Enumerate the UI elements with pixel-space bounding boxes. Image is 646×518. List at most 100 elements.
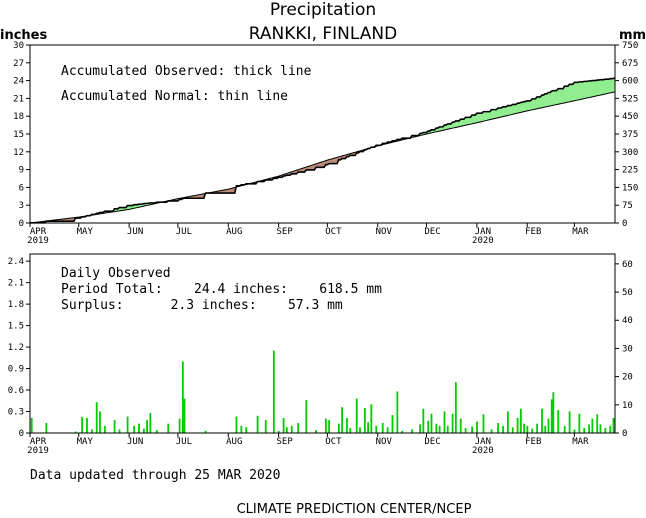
daily-bar (178, 418, 181, 433)
top-x-tick-label: JUL (176, 227, 192, 237)
daily-bar (113, 420, 116, 433)
bottom-left-tick-label: 1.5 (8, 322, 24, 332)
daily-bar (459, 418, 462, 433)
daily-bar (482, 414, 485, 433)
bottom-x-tick-label: FEB (525, 437, 541, 447)
daily-bar (591, 418, 594, 433)
top-left-tick-label: 18 (13, 112, 24, 122)
daily-bar (552, 392, 555, 433)
daily-bar (451, 413, 454, 433)
top-right-tick-label: 0 (622, 219, 627, 229)
bottom-x-tick-label: JUN (127, 437, 143, 447)
daily-bar (531, 428, 534, 433)
daily-bar (264, 420, 267, 433)
bottom-x-tick-label: MAR (572, 437, 589, 447)
top-left-tick-label: 9 (19, 166, 24, 176)
daily-bar (438, 425, 441, 433)
top-right-tick-label: 75 (622, 201, 633, 211)
daily-bar (290, 425, 293, 433)
daily-bar (341, 407, 343, 433)
top-x-tick-label: DEC (424, 227, 440, 237)
daily-bar (359, 427, 361, 433)
bottom-x-tick-label: NOV (376, 437, 393, 447)
daily-bar (45, 422, 48, 433)
daily-bar (363, 407, 366, 433)
bottom-x-tick-label: JUL (176, 437, 192, 447)
credit-line: CLIMATE PREDICTION CENTER/NCEP (237, 502, 472, 517)
daily-bar (95, 402, 98, 433)
bottom-x-tick-label: MAY (77, 437, 94, 447)
daily-bar (547, 418, 550, 433)
daily-bar (578, 413, 581, 433)
daily-bar (315, 430, 317, 433)
daily-bar (282, 417, 285, 433)
daily-bar (235, 416, 238, 433)
daily-bar (427, 420, 430, 433)
top-right-tick-label: 150 (622, 183, 638, 193)
top-right-tick-label: 750 (622, 41, 638, 51)
deficit-area (208, 185, 237, 194)
daily-bar (74, 431, 77, 433)
daily-bar (435, 423, 438, 433)
daily-bar (81, 417, 83, 433)
daily-bar (596, 414, 599, 433)
daily-bar (367, 422, 369, 433)
daily-bar (328, 420, 330, 433)
left-unit-label: inches (0, 28, 47, 43)
daily-legend-text: Daily Observed (61, 266, 171, 281)
daily-bar (118, 429, 121, 433)
bottom-x-year-label: 2019 (27, 446, 49, 456)
bottom-right-tick-label: 20 (622, 373, 633, 383)
daily-bar (476, 421, 478, 433)
top-x-tick-label: AUG (226, 227, 242, 237)
bottom-x-year-label: 2020 (472, 446, 494, 456)
accumulated-legend-text: Accumulated Observed: thick line (61, 64, 312, 79)
daily-bar (599, 424, 602, 433)
daily-bar (285, 427, 288, 433)
daily-bar (401, 430, 404, 433)
daily-bar (337, 423, 340, 433)
bottom-left-tick-label: 0 (19, 429, 24, 439)
daily-bar (396, 391, 399, 433)
top-right-tick-label: 300 (622, 148, 638, 158)
daily-bar (411, 429, 413, 433)
bottom-right-tick-label: 30 (622, 344, 633, 354)
bottom-left-tick-label: 2.1 (8, 279, 24, 289)
top-left-tick-label: 24 (13, 77, 24, 87)
daily-bar (86, 417, 88, 433)
daily-bar (349, 427, 352, 433)
daily-bar (370, 404, 373, 433)
bottom-left-tick-label: 1.2 (8, 343, 24, 353)
top-right-tick-label: 525 (622, 94, 638, 104)
normal-line (29, 91, 616, 224)
bottom-left-tick-label: 0.6 (8, 386, 24, 396)
daily-bar (272, 350, 275, 433)
daily-bar (90, 429, 93, 433)
bottom-left-tick-label: 2.4 (8, 257, 24, 267)
daily-bar (502, 425, 504, 433)
accumulated-legend-text: Accumulated Normal: thin line (61, 89, 288, 104)
bottom-right-tick-label: 50 (622, 288, 633, 298)
daily-bar (563, 425, 566, 433)
top-x-tick-label: OCT (325, 227, 342, 237)
daily-bar (346, 417, 348, 433)
daily-bar (167, 423, 170, 433)
top-left-tick-label: 0 (19, 219, 24, 229)
daily-bar (277, 430, 280, 433)
bottom-right-tick-label: 40 (622, 316, 633, 326)
surplus-area (411, 78, 615, 138)
top-left-tick-label: 15 (13, 130, 24, 140)
bottom-right-tick-label: 60 (622, 260, 633, 270)
top-x-year-label: 2019 (27, 236, 49, 246)
daily-bar (511, 427, 514, 433)
top-x-tick-label: JUN (127, 227, 143, 237)
top-x-tick-label: MAY (77, 227, 94, 237)
top-x-year-label: 2020 (472, 236, 494, 246)
daily-bar (386, 427, 389, 433)
top-x-tick-label: FEB (525, 227, 541, 237)
top-left-tick-label: 3 (19, 201, 24, 211)
top-x-tick-label: JAN (475, 227, 491, 237)
daily-bar (612, 417, 615, 433)
chart-title: Precipitation (270, 0, 376, 20)
